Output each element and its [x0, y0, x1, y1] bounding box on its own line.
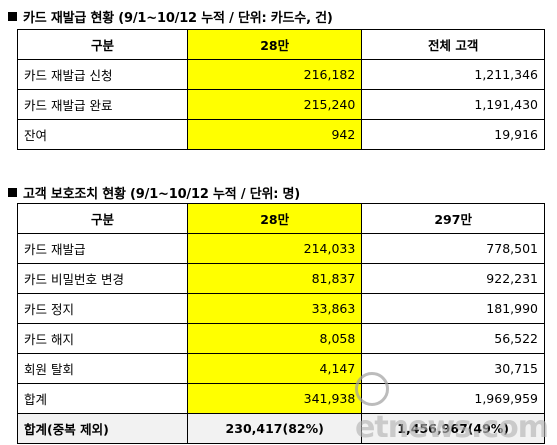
row-value-2970k: 56,522	[361, 323, 545, 354]
row-value-2970k: 778,501	[361, 233, 545, 264]
customer-protection-table: 구분 28만 297만 카드 재발급 214,033 778,501 카드 비밀…	[16, 203, 545, 444]
etnews-watermark: etnews.com	[355, 372, 557, 445]
row-label: 잔여	[16, 119, 189, 150]
table-row: 카드 정지 33,863 181,990	[16, 293, 545, 324]
header-280k: 28만	[187, 203, 363, 234]
header-2970k: 297만	[361, 203, 545, 234]
table-row: 카드 재발급 214,033 778,501	[16, 233, 545, 264]
header-category: 구분	[16, 29, 189, 60]
table-row: 회원 탈회 4,147 30,715	[16, 353, 545, 384]
row-value-280k: 33,863	[187, 293, 363, 324]
table-row: 카드 재발급 신청 216,182 1,211,346	[16, 59, 545, 90]
row-label: 카드 재발급 완료	[16, 89, 189, 120]
square-bullet-icon	[8, 12, 17, 21]
section1-title-text: 카드 재발급 현황 (9/1~10/12 누적 / 단위: 카드수, 건)	[23, 11, 333, 26]
row-value-280k: 8,058	[187, 323, 363, 354]
row-value-280k: 341,938	[187, 383, 363, 414]
row-label: 카드 재발급 신청	[16, 59, 189, 90]
header-280k: 28만	[187, 29, 363, 60]
row-value-280k: 81,837	[187, 263, 363, 294]
section2-title: 고객 보호조치 현황 (9/1~10/12 누적 / 단위: 명)	[8, 183, 300, 202]
row-value-all: 1,191,430	[361, 89, 545, 120]
row-label: 회원 탈회	[16, 353, 189, 384]
table-header-row: 구분 28만 전체 고객	[16, 29, 545, 60]
row-value-280k: 942	[187, 119, 363, 150]
row-value-280k: 214,033	[187, 233, 363, 264]
row-value-280k: 230,417(82%)	[187, 413, 363, 444]
row-value-all: 19,916	[361, 119, 545, 150]
row-label: 카드 재발급	[16, 233, 189, 264]
row-label: 합계(중복 제외)	[16, 413, 189, 444]
row-label: 합계	[16, 383, 189, 414]
row-value-2970k: 181,990	[361, 293, 545, 324]
watermark-text: etnews.com	[355, 410, 549, 445]
table-row: 카드 재발급 완료 215,240 1,191,430	[16, 89, 545, 120]
table-header-row: 구분 28만 297만	[16, 203, 545, 234]
row-label: 카드 비밀번호 변경	[16, 263, 189, 294]
card-reissue-table: 구분 28만 전체 고객 카드 재발급 신청 216,182 1,211,346…	[16, 29, 545, 150]
row-value-280k: 215,240	[187, 89, 363, 120]
section2-title-text: 고객 보호조치 현황 (9/1~10/12 누적 / 단위: 명)	[23, 187, 301, 202]
table-row: 잔여 942 19,916	[16, 119, 545, 150]
row-value-280k: 4,147	[187, 353, 363, 384]
header-category: 구분	[16, 203, 189, 234]
row-label: 카드 정지	[16, 293, 189, 324]
table-row: 카드 해지 8,058 56,522	[16, 323, 545, 354]
row-label: 카드 해지	[16, 323, 189, 354]
square-bullet-icon	[8, 188, 17, 197]
row-value-all: 1,211,346	[361, 59, 545, 90]
watermark-logo-icon	[355, 372, 389, 406]
table-row: 카드 비밀번호 변경 81,837 922,231	[16, 263, 545, 294]
row-value-280k: 216,182	[187, 59, 363, 90]
row-value-2970k: 922,231	[361, 263, 545, 294]
section1-title: 카드 재발급 현황 (9/1~10/12 누적 / 단위: 카드수, 건)	[8, 7, 333, 26]
header-all-customers: 전체 고객	[361, 29, 545, 60]
